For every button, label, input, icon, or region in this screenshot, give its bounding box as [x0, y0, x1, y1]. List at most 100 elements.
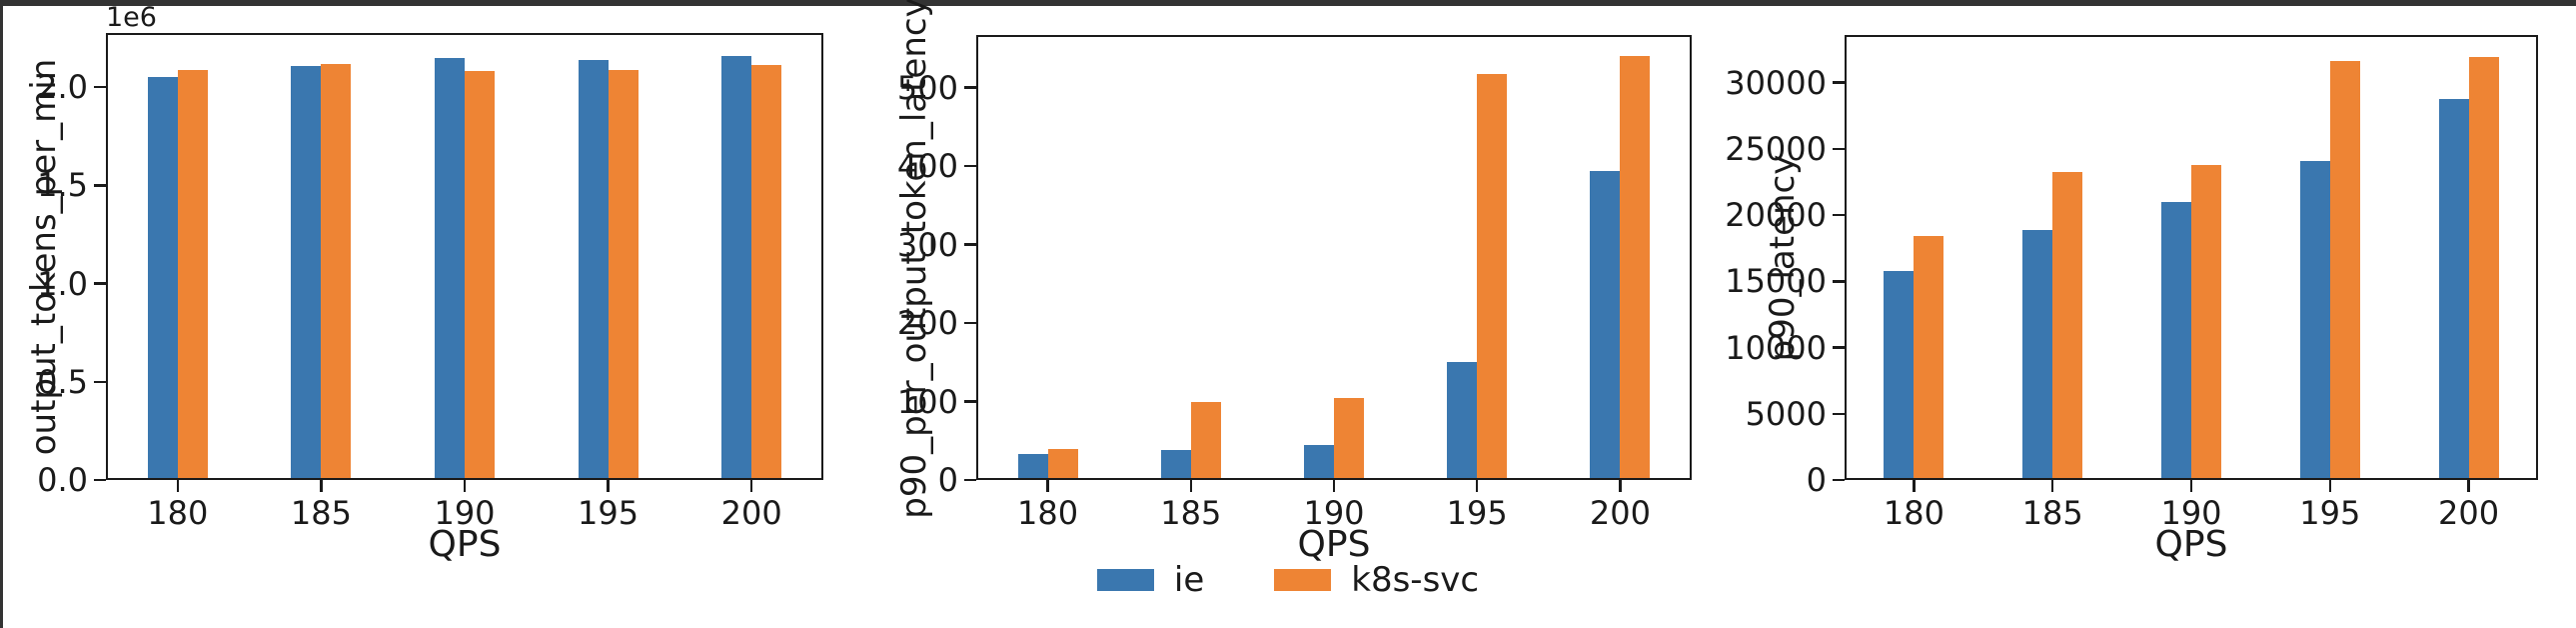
xtick-mark-3 — [2050, 480, 2054, 492]
bar-k8s-svc-190 — [1334, 398, 1364, 480]
xtick-label-1: 180 — [147, 494, 209, 532]
ylabel-p90_per_output_token_latency: p90_per_output_token_latency — [894, 0, 934, 519]
ytick-label-2: 500 — [896, 68, 958, 107]
ytick-mark-3 — [1833, 478, 1845, 482]
xtick-label-3: 200 — [2438, 494, 2500, 532]
ytick-label-2: 200 — [896, 304, 958, 343]
ytick-mark-3 — [1833, 412, 1845, 416]
ytick-mark-1 — [94, 85, 106, 89]
ytick-label-3: 20000 — [1725, 196, 1827, 235]
xlabel-2: QPS — [1297, 524, 1371, 565]
bar-ie-180 — [147, 77, 178, 480]
bar-k8s-svc-200 — [751, 64, 782, 480]
ytick-label-3: 0 — [1806, 461, 1827, 499]
xtick-mark-3 — [2328, 480, 2332, 492]
plot-frame-2 — [976, 35, 1692, 480]
ytick-mark-3 — [1833, 147, 1845, 151]
ytick-mark-2 — [964, 243, 976, 246]
bar-ie-180 — [1017, 454, 1048, 480]
xtick-mark-1 — [320, 480, 323, 492]
legend-swatch-k8s-svc — [1274, 569, 1332, 591]
plot-frame-1 — [106, 33, 823, 480]
ytick-mark-2 — [964, 478, 976, 482]
bar-ie-195 — [578, 59, 609, 480]
ytick-mark-1 — [94, 184, 106, 187]
ytick-label-2: 100 — [896, 382, 958, 421]
xtick-label-1: 190 — [434, 494, 496, 532]
legend-label-ie: ie — [1173, 560, 1205, 600]
bar-k8s-svc-180 — [1914, 235, 1944, 480]
bar-k8s-svc-185 — [1190, 401, 1221, 480]
xtick-mark-1 — [607, 480, 610, 492]
xlabel-3: QPS — [2154, 524, 2228, 565]
xtick-label-1: 195 — [578, 494, 640, 532]
bar-ie-180 — [1884, 270, 1915, 480]
legend-item-k8s-svc: k8s-svc — [1274, 560, 1479, 600]
bar-k8s-svc-190 — [465, 71, 495, 480]
xtick-label-2: 185 — [1160, 494, 1222, 532]
ylabel-p90_latency: p90_latency — [1763, 154, 1803, 361]
bar-k8s-svc-185 — [2052, 172, 2083, 480]
legend: ie k8s-svc — [0, 560, 2576, 600]
xtick-mark-3 — [2189, 480, 2193, 492]
ytick-label-3: 30000 — [1725, 63, 1827, 102]
y-offset-label-1: 1e6 — [106, 2, 157, 33]
xtick-mark-1 — [176, 480, 180, 492]
xtick-label-3: 195 — [2299, 494, 2361, 532]
ytick-label-1: 0.0 — [37, 461, 88, 499]
ylabel-output_tokens_per_min: output_tokens_per_min — [24, 58, 64, 455]
bar-ie-200 — [2438, 98, 2469, 480]
ytick-mark-2 — [964, 164, 976, 168]
legend-swatch-ie — [1096, 569, 1154, 591]
bar-ie-185 — [291, 65, 322, 480]
ytick-mark-3 — [1833, 346, 1845, 349]
plot-frame-3 — [1845, 35, 2538, 480]
ytick-mark-1 — [94, 478, 106, 482]
xtick-label-2: 200 — [1589, 494, 1651, 532]
bar-k8s-svc-195 — [608, 69, 639, 480]
bar-k8s-svc-195 — [1477, 74, 1508, 480]
xtick-mark-3 — [1913, 480, 1916, 492]
ytick-mark-2 — [964, 321, 976, 325]
xtick-mark-2 — [1475, 480, 1479, 492]
bar-k8s-svc-195 — [2329, 60, 2360, 480]
bar-ie-200 — [1590, 170, 1621, 480]
bar-ie-195 — [1447, 362, 1478, 480]
ytick-mark-1 — [94, 282, 106, 285]
xtick-label-3: 180 — [1883, 494, 1944, 532]
xlabel-1: QPS — [428, 524, 502, 565]
ytick-label-2: 300 — [896, 225, 958, 264]
ytick-label-1: 1.0 — [37, 264, 88, 303]
bar-k8s-svc-180 — [177, 69, 208, 480]
bar-ie-190 — [435, 57, 465, 480]
ytick-label-3: 25000 — [1725, 129, 1827, 168]
ytick-label-2: 400 — [896, 147, 958, 186]
xtick-label-2: 190 — [1303, 494, 1365, 532]
ytick-mark-3 — [1833, 280, 1845, 283]
xtick-label-1: 200 — [720, 494, 782, 532]
ytick-mark-2 — [964, 86, 976, 89]
bar-ie-190 — [1304, 445, 1334, 480]
xtick-label-3: 190 — [2160, 494, 2222, 532]
xtick-label-2: 180 — [1017, 494, 1079, 532]
ytick-mark-2 — [964, 400, 976, 403]
ytick-mark-1 — [94, 380, 106, 384]
xtick-mark-3 — [2467, 480, 2470, 492]
bar-k8s-svc-200 — [1620, 56, 1651, 480]
ytick-label-3: 5000 — [1745, 394, 1827, 433]
bar-ie-195 — [2299, 161, 2330, 480]
bar-ie-200 — [721, 55, 752, 480]
bar-k8s-svc-185 — [321, 63, 352, 480]
xtick-mark-2 — [1046, 480, 1049, 492]
ytick-label-1: 1.5 — [37, 166, 88, 205]
ytick-label-3: 15000 — [1725, 262, 1827, 301]
ytick-label-1: 2.0 — [37, 68, 88, 107]
xtick-mark-1 — [463, 480, 467, 492]
xtick-mark-2 — [1619, 480, 1622, 492]
xtick-label-2: 195 — [1446, 494, 1508, 532]
xtick-label-3: 185 — [2021, 494, 2083, 532]
ytick-mark-3 — [1833, 81, 1845, 84]
ytick-label-1: 0.5 — [37, 362, 88, 401]
bar-k8s-svc-180 — [1047, 448, 1078, 480]
